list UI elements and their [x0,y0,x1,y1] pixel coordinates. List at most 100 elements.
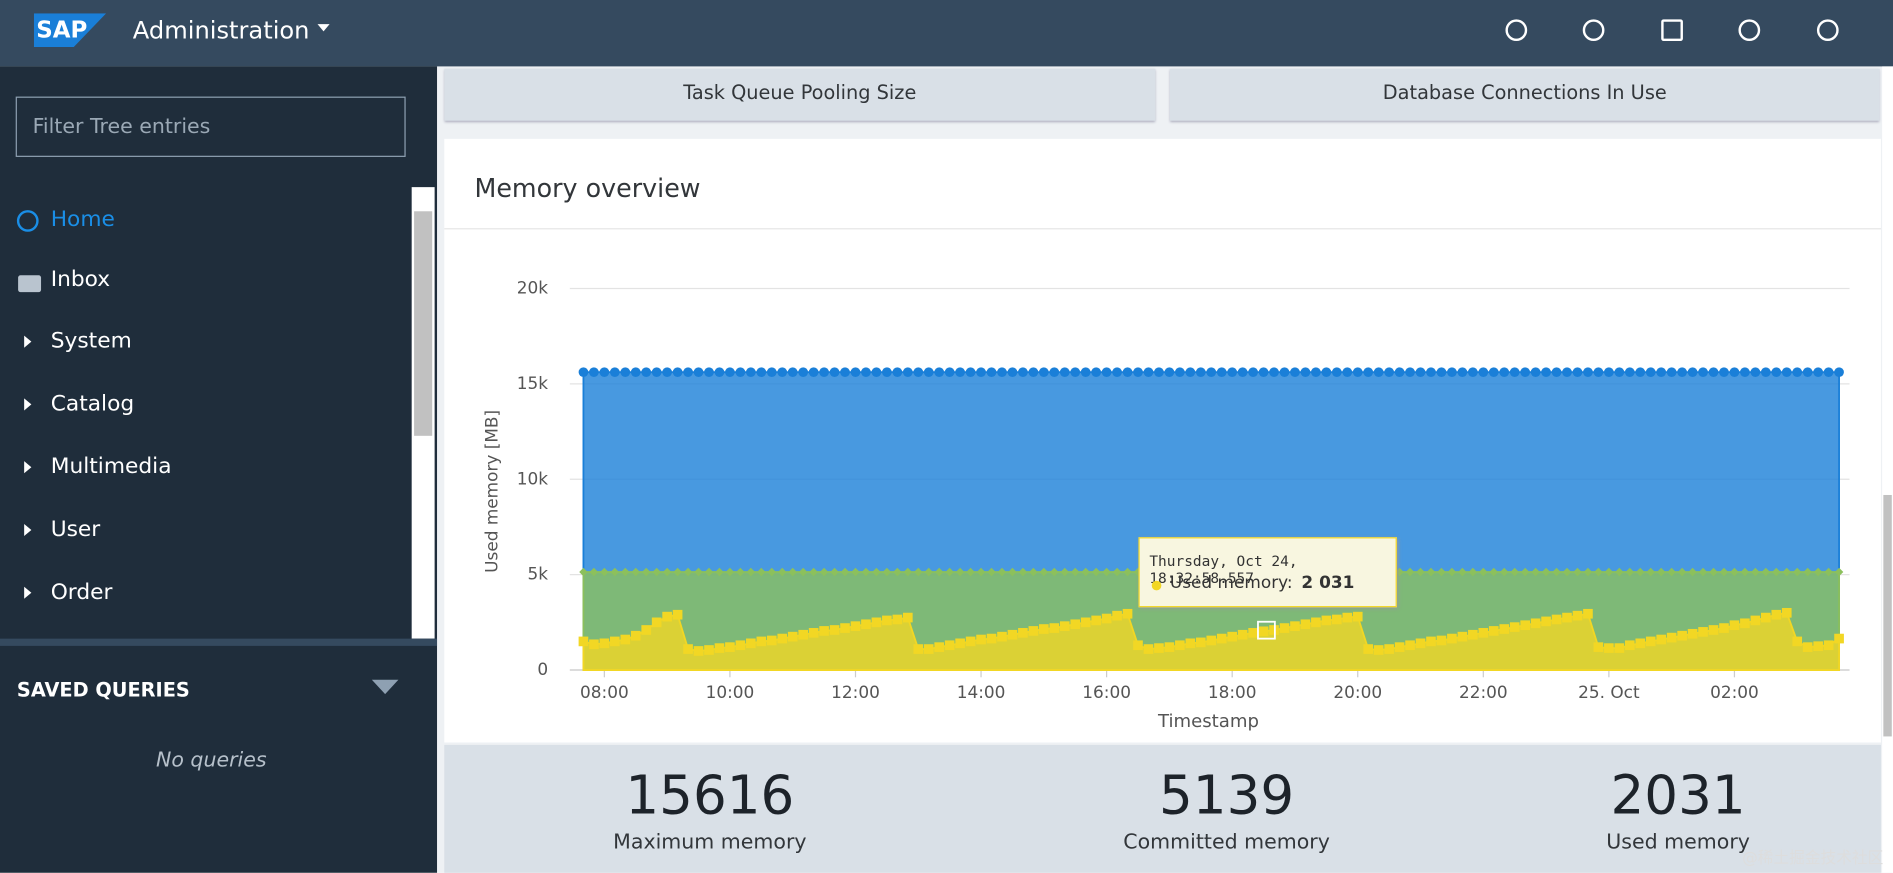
nav-item[interactable]: Catalog [50,391,135,417]
point [778,567,787,577]
nav-item[interactable]: Order [50,579,113,605]
point [1143,644,1154,654]
point [1687,367,1698,377]
header [0,0,1893,67]
point [1405,367,1415,377]
user-icon[interactable] [1505,19,1528,42]
point [861,367,871,377]
point [609,367,620,377]
point [1510,567,1519,577]
point [1823,367,1834,377]
nav-item[interactable]: Multimedia [50,453,172,480]
page-scrollbar[interactable] [1882,66,1893,873]
point [1321,367,1332,377]
point [1760,367,1771,377]
x-tick-label: 10:00 [706,682,755,702]
point [798,567,808,577]
tile[interactable]: Task Queue Pooling Size [444,68,1156,121]
point [1624,367,1635,377]
nav-item[interactable]: Inbox [50,266,111,293]
point [1342,612,1353,623]
point [1206,635,1217,646]
point [808,628,819,638]
point [1071,567,1080,577]
point [1373,367,1384,377]
point [850,367,861,377]
point [610,567,620,577]
point [1216,633,1227,644]
point [1279,623,1290,633]
point [693,646,704,656]
point [1740,567,1750,577]
point [1562,567,1572,577]
expand-arrow[interactable] [24,586,32,599]
point [1458,567,1467,577]
point [1771,367,1782,377]
point [1625,567,1635,577]
point [1133,367,1143,377]
point [1478,628,1489,638]
tasks-icon[interactable] [1661,19,1683,42]
tooltip-value: 2 031 [1301,573,1355,593]
filter-input[interactable]: Filter Tree entries [15,96,406,157]
expand-arrow[interactable] [24,335,32,348]
point [798,629,809,640]
filter-icon[interactable] [371,679,399,695]
point [1761,567,1771,577]
nav-item[interactable]: System [50,328,132,354]
point [1227,367,1238,377]
point [1813,641,1823,652]
point [1039,567,1049,577]
point [1060,567,1069,577]
dropdown-caret[interactable] [317,24,330,32]
point [1666,367,1677,377]
point [1248,367,1258,377]
point [1572,610,1583,621]
page-scrollbar-thumb[interactable] [1883,494,1892,737]
expand-arrow[interactable] [24,398,32,411]
expand-arrow[interactable] [24,523,32,537]
point [944,640,955,651]
tooltip-title: Thursday, Oct 24, 18:32:58.557 [1149,552,1298,587]
point [1279,367,1290,377]
point [850,621,861,631]
point [872,567,881,577]
point [651,617,662,628]
point [892,367,903,377]
point [976,367,986,377]
nav-item[interactable]: Home [50,206,115,232]
point [1311,617,1321,628]
point [1258,367,1269,377]
point [1028,626,1039,636]
point [1195,637,1206,648]
point [1101,367,1112,377]
point [1677,567,1687,577]
point [1562,612,1572,623]
point [1373,645,1384,655]
point [1164,367,1175,377]
point [621,567,630,577]
splitter[interactable] [0,638,438,646]
point [766,635,777,646]
point [902,367,913,377]
tile[interactable]: Database Connections In Use [1169,68,1880,121]
logout-icon[interactable] [1816,19,1839,42]
point [1708,625,1719,635]
y-tick-label: 5k [528,564,549,584]
point [1352,611,1363,622]
point [997,631,1007,642]
nav-item[interactable]: User [50,516,101,543]
globe-icon[interactable] [1738,19,1761,42]
scrollbar-thumb[interactable] [414,211,433,436]
point [1624,640,1635,651]
point [704,367,714,377]
point [924,567,933,577]
app-title[interactable]: Administration [132,15,310,45]
sync-icon[interactable] [1582,19,1605,42]
point [1028,367,1039,377]
point [819,367,829,377]
expand-arrow[interactable] [24,461,32,474]
point [1039,624,1049,634]
